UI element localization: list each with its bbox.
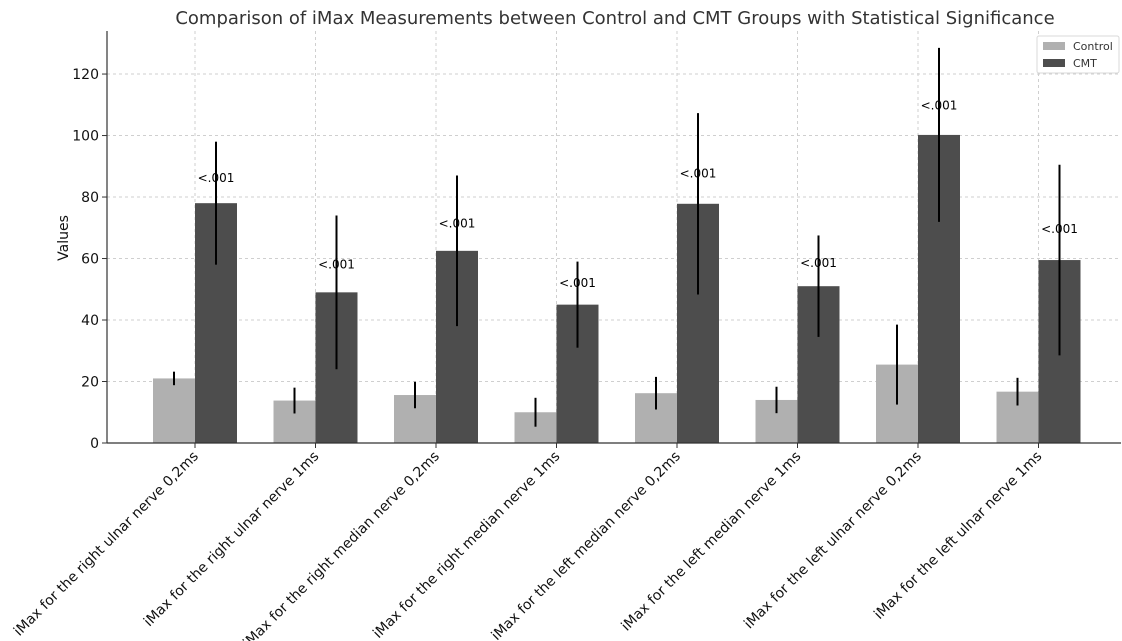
legend-swatch-control [1043,42,1065,50]
significance-annotations: <.001 <.001 <.001 <.001 <.001 <.001 <.001 <.001 [198,98,1078,290]
y-axis-label: Values [56,215,72,261]
significance-label: <.001 [1041,222,1078,236]
x-tick-label: iMax for the right ulnar nerve 0,2ms [11,449,202,640]
grid [107,31,1121,444]
legend-swatch-cmt [1043,59,1065,67]
x-tick-label: iMax for the left median nerve 0,2ms [488,449,683,641]
significance-label: <.001 [439,216,476,230]
x-tick-label: iMax for the right median nerve 0,2ms [240,449,443,641]
legend-label-cmt: CMT [1073,57,1097,70]
bars [153,134,1081,443]
y-tick-label: 80 [81,190,99,206]
bar-control-1 [153,378,195,443]
chart-title: Comparison of iMax Measurements between … [175,8,1054,29]
significance-label: <.001 [318,258,355,272]
axes [106,31,1121,444]
y-tick-label: 60 [81,252,99,268]
x-tick-label: iMax for the right median nerve 1ms [370,449,563,641]
y-tick-label: 120 [72,67,99,83]
significance-label: <.001 [198,171,235,185]
y-tick-label: 20 [81,375,99,391]
legend: Control CMT [1036,35,1120,74]
y-axis-ticks: 0 20 40 60 80 100 120 [72,67,107,452]
x-axis-ticks: iMax for the right ulnar nerve 0,2msiMax… [11,443,1045,641]
y-tick-label: 40 [81,313,99,329]
legend-label-control: Control [1073,40,1113,53]
y-tick-label: 100 [72,129,99,145]
significance-label: <.001 [559,276,596,290]
y-tick-label: 0 [90,436,99,452]
significance-label: <.001 [800,256,837,270]
significance-label: <.001 [921,98,958,112]
significance-label: <.001 [680,166,717,180]
error-bars [173,47,1061,427]
